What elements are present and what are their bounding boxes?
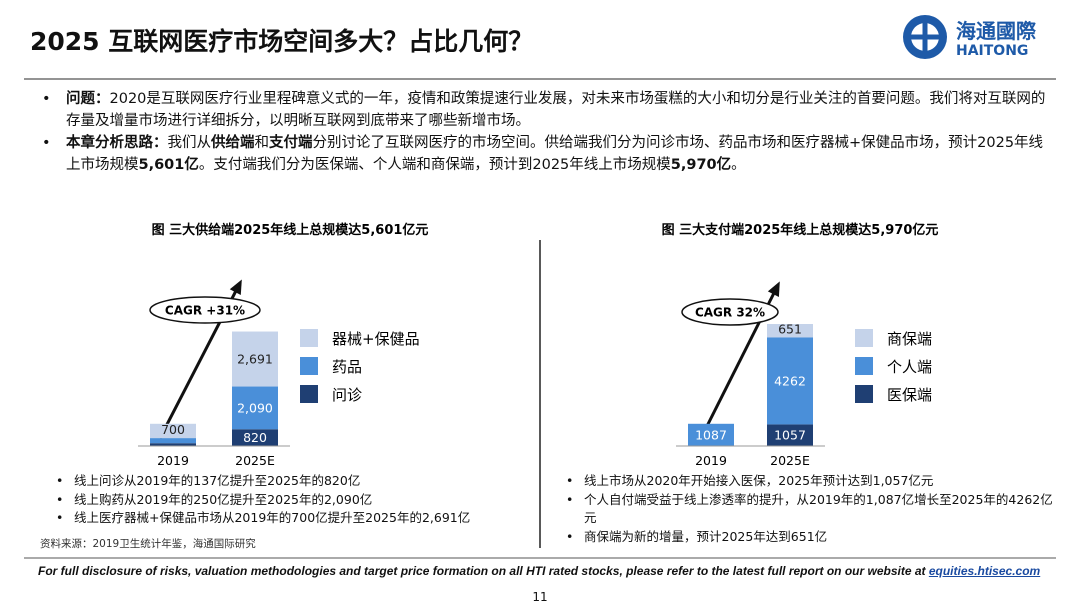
bullets: 问题：2020是互联网医疗行业里程碑意义式的一年，疫情和政策提速行业发展，对未来… <box>42 88 1047 176</box>
x-tick-label: 2019 <box>157 453 189 468</box>
chart-title: 图 三大支付端2025年线上总规模达5,970亿元 <box>662 222 939 238</box>
source: 资料来源：2019卫生统计年鉴，海通国际研究 <box>40 538 256 550</box>
bullet-text: 。 <box>731 157 746 173</box>
legend-swatch <box>855 357 873 375</box>
note: 线上购药从2019年的250亿提升至2025年的2,090亿 <box>50 491 530 510</box>
value-label: 820 <box>243 430 267 445</box>
bar-segment <box>688 423 734 446</box>
legend-swatch <box>855 385 873 403</box>
bar-segment <box>767 337 813 425</box>
value-label: 1087 <box>695 427 727 442</box>
bullet-text: 5,601亿 <box>138 157 199 173</box>
value-label: 651 <box>778 321 802 336</box>
bullet-text: 我们从 <box>167 135 212 151</box>
title: 2025 互联网医疗市场空间多大？占比几何？ <box>30 27 534 56</box>
footer-link[interactable]: equities.htisec.com <box>928 564 1041 578</box>
bullet-text: 供给端 <box>211 135 255 151</box>
bullet-text: 5,970亿 <box>670 157 732 173</box>
legend-label: 个人端 <box>887 358 932 376</box>
page-number: 11 <box>532 590 548 604</box>
note: 线上医疗器械+保健品市场从2019年的700亿提升至2025年的2,691亿 <box>50 509 530 528</box>
bar-segment <box>150 438 196 444</box>
value-label: 2,090 <box>237 400 273 415</box>
legend-swatch <box>300 329 318 347</box>
x-tick-label: 2025E <box>770 453 810 468</box>
bar-segment <box>232 429 278 446</box>
bullet-text: 。支付端我们分为医保端、个人端和商保端，预计到2025年线上市场规模 <box>198 157 671 173</box>
legend-swatch <box>300 357 318 375</box>
bullet-text: 问题： <box>66 91 110 107</box>
logo-icon <box>903 15 947 59</box>
bullet-text: 分别讨论了互联网医疗的市场空间。供给端我们分为问诊市场、药品市场和医疗器械+保健… <box>66 135 1044 173</box>
bullet-text: 支付端 <box>269 135 313 151</box>
legend-swatch <box>855 329 873 347</box>
annotation-oval <box>149 296 261 324</box>
logo-latin: HAITONG <box>956 43 1028 59</box>
legend-label: 问诊 <box>332 386 362 404</box>
arrow-head <box>229 279 242 295</box>
footer: For full disclosure of risks, valuation … <box>38 564 1040 578</box>
note: 线上问诊从2019年的137亿提升至2025年的820亿 <box>50 472 530 491</box>
bullet: 问题：2020是互联网医疗行业里程碑意义式的一年，疫情和政策提速行业发展，对未来… <box>42 88 1047 132</box>
annotation-oval <box>681 298 779 326</box>
legend-label: 商保端 <box>887 330 932 348</box>
legend-label: 器械+保健品 <box>332 330 420 348</box>
note: 商保端为新的增量，预计2025年达到651亿 <box>560 528 1060 547</box>
notes: 线上市场从2020年开始接入医保，2025年预计达到1,057亿元个人自付端受益… <box>560 472 1060 546</box>
bar-segment <box>150 443 196 446</box>
bullet: 本章分析思路：我们从供给端和支付端分别讨论了互联网医疗的市场空间。供给端我们分为… <box>42 132 1047 176</box>
bar-segment <box>767 324 813 338</box>
note: 线上市场从2020年开始接入医保，2025年预计达到1,057亿元 <box>560 472 1060 491</box>
bar-segment <box>232 386 278 430</box>
charts: 图 三大供给端2025年线上总规模达5,601亿元 CAGR +31% 700 201… <box>138 222 938 468</box>
annotation: CAGR +31% <box>165 304 245 318</box>
value-label: 2,691 <box>237 352 273 367</box>
value-label: 700 <box>161 422 185 437</box>
bullet-text: 2020是互联网医疗行业里程碑意义式的一年，疫情和政策提速行业发展，对未来市场蛋… <box>66 91 1046 129</box>
value-label: 4262 <box>774 373 806 388</box>
notes: 线上问诊从2019年的137亿提升至2025年的820亿线上购药从2019年的2… <box>50 472 530 528</box>
note: 个人自付端受益于线上渗透率的提升，从2019年的1,087亿增长至2025年的4… <box>560 491 1060 528</box>
bar-segment <box>232 331 278 387</box>
bullet-text: 和 <box>254 135 270 151</box>
x-tick-label: 2019 <box>695 453 727 468</box>
bar-segment <box>767 424 813 446</box>
footer-text: For full disclosure of risks, valuation … <box>38 564 929 578</box>
logo-name: 海通國際 <box>956 19 1037 43</box>
legend-swatch <box>300 385 318 403</box>
value-label: 1057 <box>774 428 806 443</box>
legend-label: 医保端 <box>887 386 932 404</box>
legend-label: 药品 <box>332 358 362 376</box>
bar-segment <box>150 423 196 439</box>
bullet-text: 本章分析思路： <box>66 135 168 151</box>
annotation: CAGR 32% <box>695 306 765 320</box>
arrow-head <box>767 281 780 297</box>
x-tick-label: 2025E <box>235 453 275 468</box>
chart-title: 图 三大供给端2025年线上总规模达5,601亿元 <box>152 222 429 238</box>
